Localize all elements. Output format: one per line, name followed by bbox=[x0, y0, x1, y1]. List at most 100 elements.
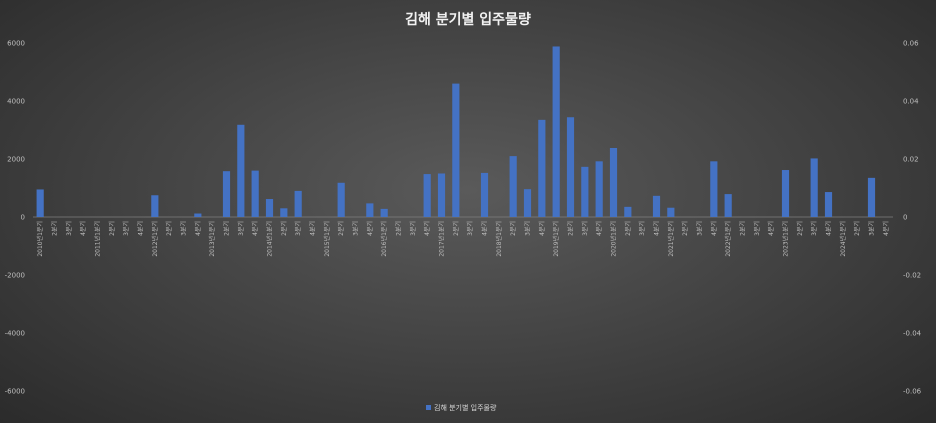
bar bbox=[194, 213, 202, 217]
bar bbox=[151, 195, 159, 217]
bar bbox=[380, 208, 388, 217]
x-tick-label: 3분기 bbox=[753, 221, 761, 236]
x-tick-label: 4분기 bbox=[767, 221, 775, 236]
x-tick-label: 4분기 bbox=[825, 221, 833, 236]
x-tick-label: 2분기 bbox=[681, 221, 689, 236]
x-tick-label: 2분기 bbox=[509, 221, 517, 236]
legend-label: 김해 분기별 입주물량 bbox=[434, 403, 497, 412]
bar bbox=[366, 203, 374, 217]
y-tick-label: 2000 bbox=[7, 156, 25, 164]
x-tick-label: 3분기 bbox=[122, 221, 130, 236]
x-tick-label: 3분기 bbox=[294, 221, 302, 236]
x-tick-label: 4분기 bbox=[423, 221, 431, 236]
x-tick-label: 2018년1분기 bbox=[495, 221, 503, 257]
x-tick-label: 3분기 bbox=[524, 221, 532, 236]
y-tick-label: 4000 bbox=[7, 98, 25, 106]
bar bbox=[624, 206, 632, 217]
x-tick-label: 4분기 bbox=[309, 221, 317, 236]
x-tick-label: 2분기 bbox=[280, 221, 288, 236]
bar bbox=[652, 195, 661, 217]
x-tick-label: 3분기 bbox=[868, 221, 876, 236]
x-tick-label: 2019년1분기 bbox=[552, 221, 560, 257]
x-tick-label: 3분기 bbox=[810, 221, 818, 236]
x-tick-label: 2012년1분기 bbox=[151, 221, 159, 257]
x-tick-label: 3분기 bbox=[466, 221, 474, 236]
y2-tick-label: 0.02 bbox=[903, 156, 919, 164]
bar bbox=[437, 173, 446, 217]
bar bbox=[538, 119, 546, 217]
x-tick-label: 3분기 bbox=[638, 221, 646, 236]
y2-tick-label: 0.06 bbox=[903, 40, 919, 48]
x-tick-label: 2분기 bbox=[108, 221, 116, 236]
x-tick-label: 2분기 bbox=[395, 221, 403, 236]
bar bbox=[710, 161, 718, 217]
x-tick-label: 2분기 bbox=[796, 221, 804, 236]
bar bbox=[280, 208, 288, 217]
x-tick-label: 2분기 bbox=[165, 221, 173, 236]
bar bbox=[251, 170, 259, 217]
bar bbox=[265, 199, 274, 217]
y2-tick-label: 0 bbox=[903, 214, 907, 222]
x-tick-label: 2014년1분기 bbox=[266, 221, 274, 257]
x-tick-label: 2016년1분기 bbox=[380, 221, 388, 257]
x-tick-label: 4분기 bbox=[882, 221, 890, 236]
x-tick-label: 4분기 bbox=[710, 221, 718, 236]
x-tick-label: 2022년1분기 bbox=[724, 221, 732, 257]
y-tick-label: -2000 bbox=[5, 272, 25, 280]
x-tick-label: 4분기 bbox=[137, 221, 145, 236]
bar bbox=[781, 170, 790, 217]
bar bbox=[609, 147, 618, 217]
bar bbox=[294, 190, 302, 217]
bar bbox=[552, 46, 560, 218]
bar bbox=[523, 189, 532, 217]
bar bbox=[452, 83, 460, 217]
bar bbox=[423, 174, 431, 217]
bar bbox=[337, 182, 345, 217]
x-tick-label: 2011년1분기 bbox=[94, 221, 102, 257]
x-tick-label: 2분기 bbox=[337, 221, 345, 236]
x-tick-label: 4분기 bbox=[653, 221, 661, 236]
x-tick-label: 2023년1분기 bbox=[782, 221, 790, 257]
legend-swatch bbox=[426, 405, 431, 410]
y2-tick-label: -0.04 bbox=[903, 330, 922, 338]
bar bbox=[867, 177, 876, 217]
chart-title: 김해 분기별 입주물량 bbox=[405, 11, 531, 28]
x-tick-label: 3분기 bbox=[237, 221, 245, 236]
x-axis-tick-labels: 2010년1분기 2분기 3분기 4분기 2011년1분기 2분기 3분기 4분기 2012년1… bbox=[36, 221, 890, 257]
bar bbox=[566, 117, 575, 217]
x-tick-label: 4분기 bbox=[366, 221, 374, 236]
x-tick-label: 4분기 bbox=[538, 221, 546, 236]
x-tick-label: 4분기 bbox=[251, 221, 259, 236]
bar bbox=[595, 161, 603, 217]
x-tick-label: 3분기 bbox=[180, 221, 188, 236]
y-axis-left: 6000 4000 2000 0 -2000 -4000 -6000 bbox=[5, 40, 25, 396]
x-tick-label: 2분기 bbox=[51, 221, 59, 236]
y2-tick-label: -0.02 bbox=[903, 272, 921, 280]
bar bbox=[509, 156, 517, 217]
y-tick-label: -4000 bbox=[5, 330, 25, 338]
bar bbox=[581, 166, 589, 217]
x-tick-label: 2분기 bbox=[739, 221, 747, 236]
x-tick-label: 2분기 bbox=[567, 221, 575, 236]
x-tick-label: 2024년1분기 bbox=[839, 221, 847, 257]
bar bbox=[724, 194, 732, 217]
x-tick-label: 2017년1분기 bbox=[438, 221, 446, 257]
y2-tick-label: -0.06 bbox=[903, 388, 922, 396]
x-tick-label: 3분기 bbox=[696, 221, 704, 236]
bar bbox=[237, 124, 245, 217]
x-tick-label: 2020년1분기 bbox=[610, 221, 618, 257]
bar bbox=[667, 207, 675, 217]
x-tick-label: 3분기 bbox=[65, 221, 73, 236]
x-tick-label: 2분기 bbox=[452, 221, 460, 236]
bar-series bbox=[36, 46, 876, 218]
y-axis-right: 0.06 0.04 0.02 0 -0.02 -0.04 -0.06 bbox=[903, 40, 922, 396]
bar bbox=[222, 171, 231, 217]
bar bbox=[480, 172, 489, 217]
x-tick-label: 2021년1분기 bbox=[667, 221, 675, 257]
x-tick-label: 3분기 bbox=[581, 221, 589, 236]
bar bbox=[36, 189, 44, 217]
x-tick-label: 2015년1분기 bbox=[323, 221, 331, 257]
x-tick-label: 4분기 bbox=[481, 221, 489, 236]
